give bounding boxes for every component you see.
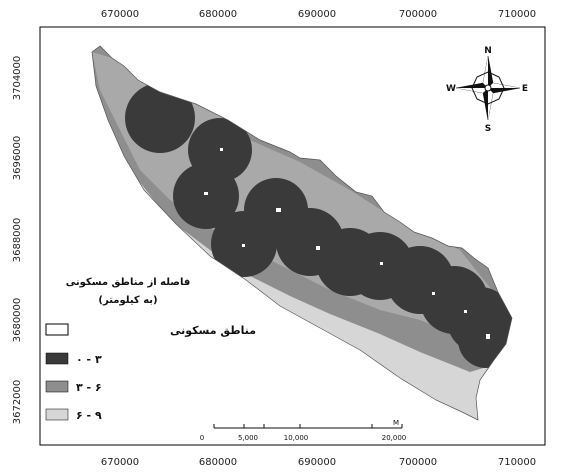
settlements	[204, 148, 490, 339]
compass-w: W	[446, 84, 456, 94]
legend-label-6-9: ۶ - ۹	[76, 409, 102, 422]
x-tick-bottom: 690000	[298, 457, 336, 468]
region-outline	[91, 45, 513, 421]
x-axis-top: 670000 680000 690000 700000 710000	[101, 9, 536, 20]
scale-bar: 0 5,000 10,000 20,000 M	[200, 419, 406, 442]
legend-label-3-6: ۳ - ۶	[76, 381, 102, 394]
legend-label-settlements: مناطق مسکونی	[170, 324, 256, 337]
y-tick: 3672000	[12, 380, 23, 425]
x-tick-top: 680000	[199, 9, 237, 20]
y-tick: 3688000	[12, 218, 23, 263]
compass-rose: N S E W	[446, 46, 528, 134]
scale-label-20000: 20,000	[382, 434, 407, 442]
x-tick-top: 700000	[399, 9, 437, 20]
y-tick: 3696000	[12, 136, 23, 181]
scale-unit: M	[393, 419, 399, 427]
y-tick: 3680000	[12, 298, 23, 343]
legend-swatch-3-6	[45, 380, 69, 393]
compass-e: E	[522, 84, 528, 94]
legend-label-0-3: ۰ - ۳	[76, 353, 102, 366]
y-axis-left: 3704000 3696000 3688000 3680000 3672000	[12, 56, 23, 425]
scale-label-5000: 5,000	[238, 434, 258, 442]
legend-title: فاصله از مناطق مسکونی	[66, 277, 191, 288]
x-tick-top: 710000	[498, 9, 536, 20]
x-axis-bottom: 670000 680000 690000 700000 710000	[101, 457, 536, 468]
compass-s: S	[485, 124, 491, 134]
x-tick-bottom: 710000	[498, 457, 536, 468]
legend-swatch-6-9	[45, 408, 69, 421]
scale-label-10000: 10,000	[284, 434, 309, 442]
scale-label-0: 0	[200, 434, 204, 442]
legend-swatch-0-3	[45, 352, 69, 365]
legend-subtitle: (به کیلومتر)	[98, 295, 157, 306]
legend: فاصله از مناطق مسکونی (به کیلومتر) مناطق…	[45, 277, 256, 422]
x-tick-bottom: 680000	[199, 457, 237, 468]
x-tick-bottom: 700000	[399, 457, 437, 468]
x-tick-top: 670000	[101, 9, 139, 20]
x-tick-bottom: 670000	[101, 457, 139, 468]
legend-swatch-settlements	[45, 323, 69, 336]
compass-n: N	[484, 46, 492, 56]
scale-bar-line	[213, 424, 403, 429]
x-tick-top: 690000	[298, 9, 336, 20]
y-tick: 3704000	[12, 56, 23, 101]
